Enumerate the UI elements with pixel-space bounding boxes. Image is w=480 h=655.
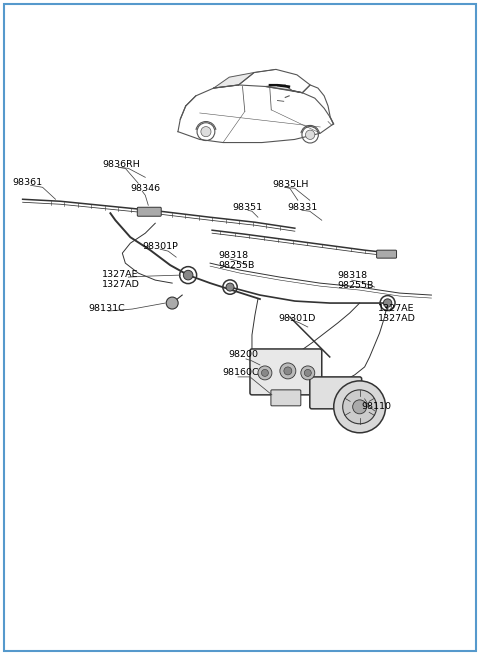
Circle shape — [384, 299, 392, 307]
Text: 98331: 98331 — [288, 203, 318, 212]
Text: 98318: 98318 — [218, 251, 248, 260]
Text: 98318: 98318 — [338, 271, 368, 280]
Text: 98351: 98351 — [232, 203, 262, 212]
Polygon shape — [266, 85, 302, 93]
FancyBboxPatch shape — [271, 390, 301, 406]
Circle shape — [304, 369, 312, 377]
Circle shape — [280, 363, 296, 379]
Text: 98301P: 98301P — [142, 242, 178, 251]
FancyBboxPatch shape — [137, 207, 161, 216]
Circle shape — [343, 390, 377, 424]
Text: 1327AE: 1327AE — [102, 270, 139, 279]
Circle shape — [305, 130, 315, 140]
Text: 98255B: 98255B — [218, 261, 254, 270]
Text: 1327AD: 1327AD — [102, 280, 140, 289]
FancyBboxPatch shape — [250, 349, 322, 395]
Polygon shape — [214, 73, 254, 88]
Circle shape — [201, 126, 211, 137]
Text: 98361: 98361 — [12, 178, 43, 187]
Text: 98200: 98200 — [228, 350, 258, 359]
Text: 98110: 98110 — [361, 402, 392, 411]
Circle shape — [226, 283, 234, 291]
Circle shape — [334, 381, 385, 433]
Text: 98255B: 98255B — [338, 281, 374, 290]
Circle shape — [183, 271, 193, 280]
Text: 9836RH: 9836RH — [102, 160, 140, 170]
Text: 1327AD: 1327AD — [378, 314, 416, 323]
Text: 1327AE: 1327AE — [378, 304, 414, 313]
Circle shape — [166, 297, 178, 309]
FancyBboxPatch shape — [310, 377, 361, 409]
FancyBboxPatch shape — [377, 250, 396, 258]
Circle shape — [301, 366, 315, 380]
Text: 98160C: 98160C — [222, 368, 259, 377]
Polygon shape — [277, 85, 289, 87]
Text: 9835LH: 9835LH — [272, 180, 308, 189]
Text: 98301D: 98301D — [278, 314, 315, 323]
Text: 98346: 98346 — [130, 184, 160, 193]
Circle shape — [258, 366, 272, 380]
Circle shape — [353, 400, 367, 414]
Circle shape — [262, 369, 268, 377]
Circle shape — [284, 367, 292, 375]
Text: 98131C: 98131C — [88, 304, 125, 313]
